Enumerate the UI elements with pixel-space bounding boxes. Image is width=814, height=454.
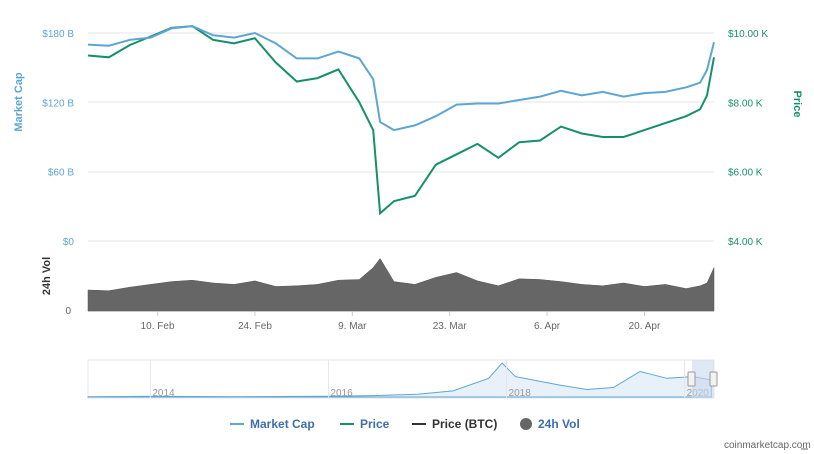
x-tick-label: 6. Apr [534,321,561,332]
right-axis-title: Price [791,91,803,118]
legend-item[interactable]: Price (BTC) [412,417,497,431]
legend-item[interactable]: Price [340,417,390,431]
volume-axis-zero-tick: 0 [65,306,71,317]
x-axis-ticks: 10. Feb 24. Feb 9. Mar 23. Mar 6. Apr 20. Apr [141,311,661,332]
legend-label: Price (BTC) [432,417,497,431]
volume-area [87,258,715,312]
navigator-label: 2014 [152,388,175,399]
navigator[interactable]: 2014201620182020 [87,359,718,399]
x-tick-label: 9. Mar [338,321,367,332]
series-lines [87,25,715,216]
x-tick-label: 10. Feb [141,321,175,332]
left-tick-label: $120 B [42,98,74,109]
legend-label: Price [360,417,390,431]
navigator-left-handle[interactable] [687,371,696,387]
navigator-label: 2018 [509,388,532,399]
left-tick-label: $60 B [48,168,74,179]
right-tick-label: $6.00 K [728,168,763,179]
x-tick-label: 20. Apr [629,321,661,332]
legend-item[interactable]: 24h Vol [520,417,580,431]
right-tick-label: $8.00 K [728,98,763,109]
left-tick-label: $180 B [42,29,74,40]
right-axis-ticks: $10.00 K $8.00 K $6.00 K $4.00 K [728,29,768,248]
navigator-selection[interactable] [692,360,714,398]
grid-lines [88,32,714,312]
navigator-label: 2016 [330,388,353,399]
credit-label[interactable]: coinmarketcap.com [724,440,811,451]
navigator-right-handle[interactable] [709,371,718,387]
volume-axis-title: 24h Vol [41,257,53,295]
left-tick-label: $0 [63,237,75,248]
x-tick-label: 23. Mar [433,321,468,332]
legend-label: 24h Vol [538,417,580,431]
price-line [87,25,715,216]
legend-item[interactable]: Market Cap [230,417,315,431]
left-axis-title: Market Cap [13,72,25,132]
right-tick-label: $10.00 K [728,29,768,40]
legend-label: Market Cap [250,417,315,431]
right-tick-label: $4.00 K [728,237,763,248]
legend: Market Cap Price Price (BTC) 24h Vol [230,417,580,431]
legend-dot-marker [520,418,532,430]
market-cap-line [87,25,715,132]
volume-area-path [87,258,715,312]
left-axis-ticks: $180 B $120 B $60 B $0 [42,29,74,248]
x-tick-label: 24. Feb [238,321,272,332]
